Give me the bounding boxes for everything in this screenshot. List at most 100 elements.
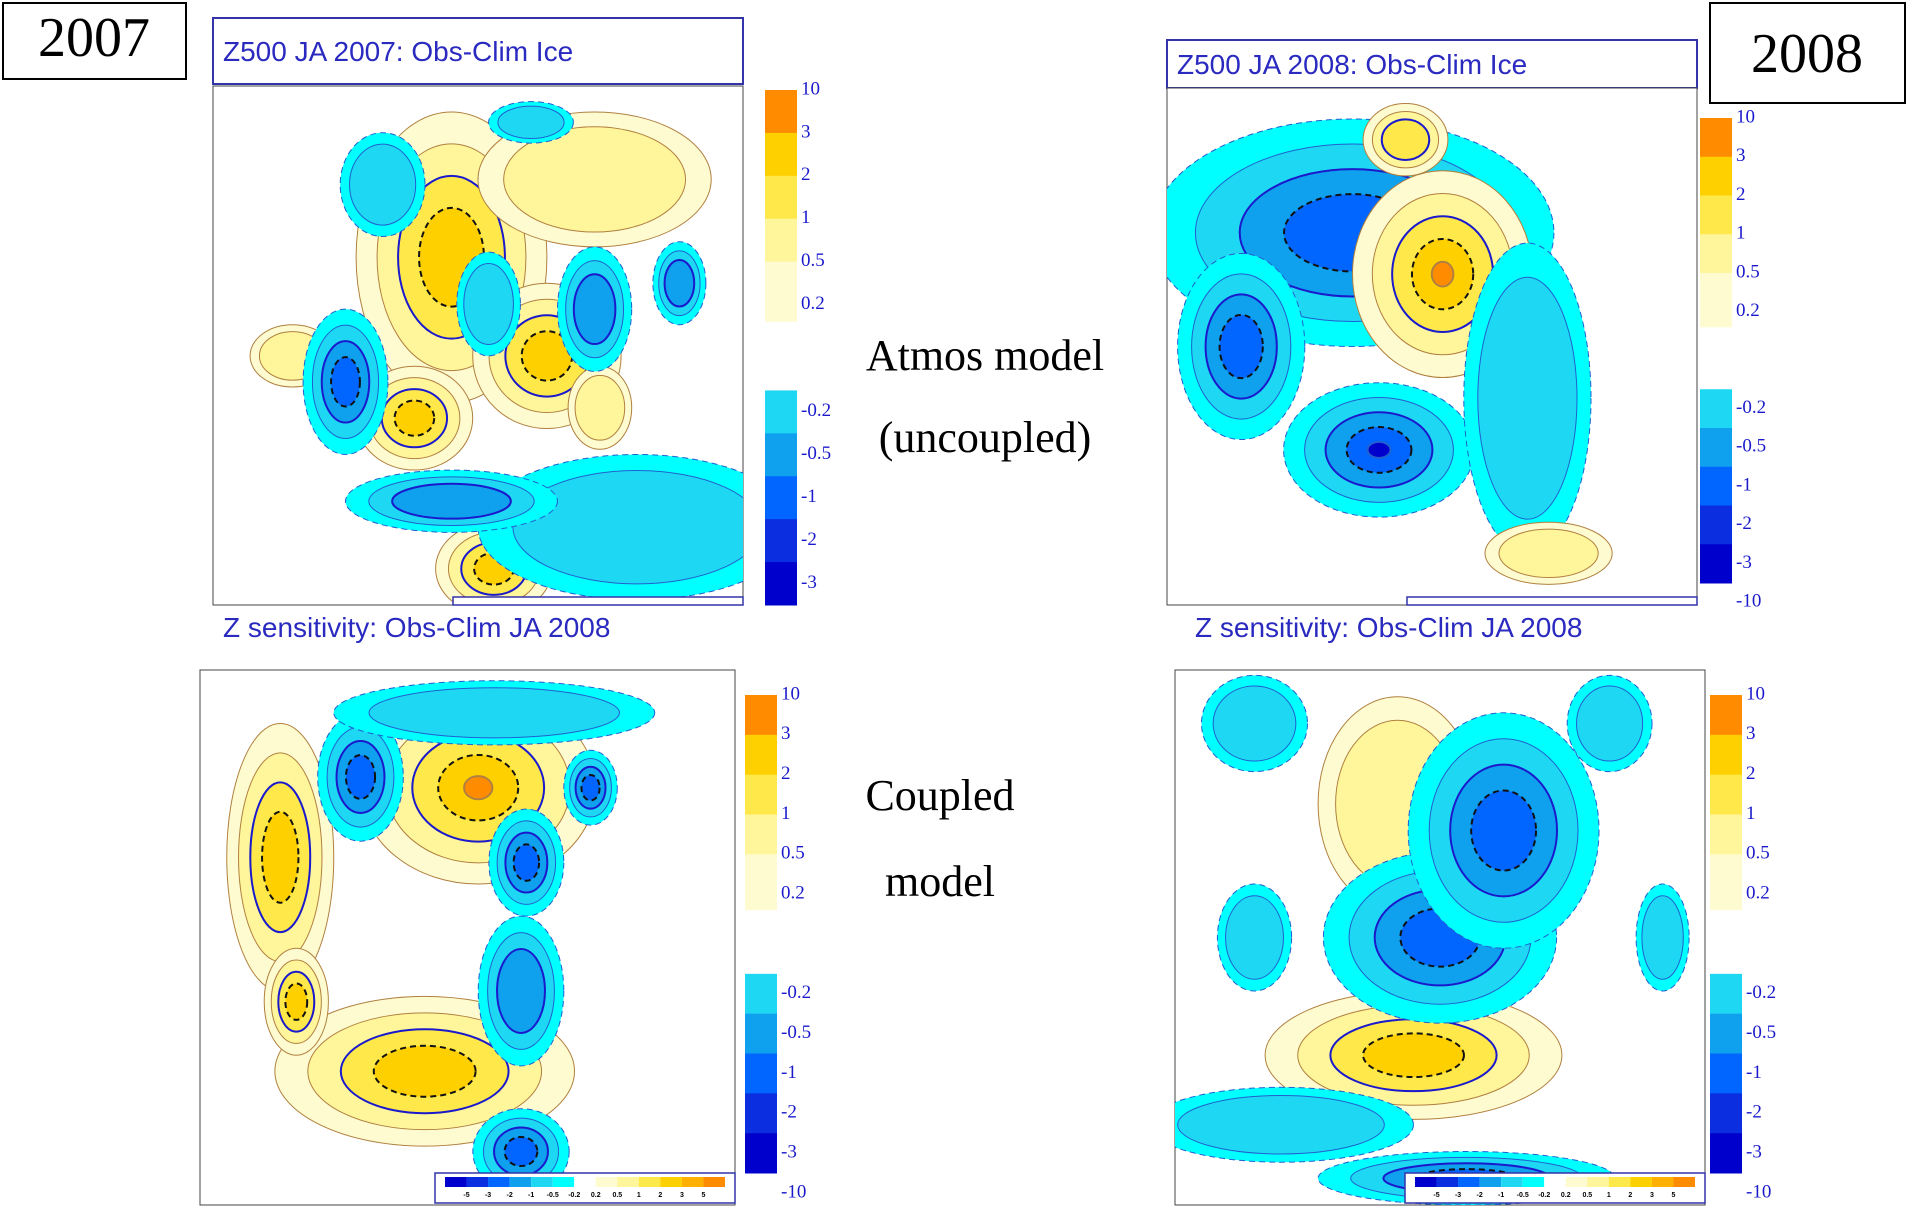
legend-swatch xyxy=(1437,1177,1459,1187)
legend-swatch xyxy=(1458,1177,1480,1187)
colorbar-label: 10 xyxy=(1746,683,1765,704)
colorbar-block xyxy=(765,433,797,476)
negative-anomaly xyxy=(369,688,619,738)
legend-swatch xyxy=(1652,1177,1674,1187)
panel-title: Z500 JA 2008: Obs-Clim Ice xyxy=(1177,49,1527,80)
colorbar-label: -0.2 xyxy=(801,400,831,421)
legend-label: -0.5 xyxy=(547,1192,559,1199)
colorbar-label: 1 xyxy=(801,207,811,228)
negative-anomaly xyxy=(581,775,599,800)
negative-anomaly xyxy=(1478,277,1577,519)
panel: Z sensitivity: Obs-Clim JA 2008103210.50… xyxy=(200,612,811,1205)
negative-anomaly xyxy=(1642,896,1683,979)
colorbar-block xyxy=(765,133,797,176)
colorbar-block xyxy=(1710,735,1742,775)
positive-anomaly xyxy=(1363,1033,1464,1077)
negative-anomaly xyxy=(331,357,360,406)
colorbar-label: 10 xyxy=(801,78,820,99)
colorbar-label: -2 xyxy=(801,529,817,550)
colorbar-block xyxy=(1710,1014,1742,1054)
colorbar-label: 0.5 xyxy=(1736,261,1760,282)
colorbar-block xyxy=(765,390,797,433)
legend-label: 3 xyxy=(680,1192,684,1199)
colorbar-block xyxy=(1700,506,1732,545)
legend-swatch xyxy=(1523,1177,1545,1187)
negative-anomaly xyxy=(665,260,695,307)
legend-label: -5 xyxy=(1433,1192,1439,1199)
colorbar-block xyxy=(1700,196,1732,235)
legend-swatch xyxy=(1544,1177,1566,1187)
legend-swatch xyxy=(617,1177,639,1187)
colorbar-block xyxy=(745,775,777,815)
colorbar-label: 10 xyxy=(1736,106,1755,127)
colorbar-label: 0.2 xyxy=(1746,883,1770,904)
legend-label: 5 xyxy=(702,1192,706,1199)
positive-anomaly xyxy=(285,984,307,1020)
colorbar-label: 0.5 xyxy=(1746,843,1770,864)
row-label: Coupled xyxy=(865,771,1014,820)
legend-box xyxy=(1407,597,1697,605)
negative-anomaly xyxy=(1213,686,1296,761)
colorbar-label: 1 xyxy=(1746,803,1756,824)
legend-swatch xyxy=(531,1177,553,1187)
panel-title: Z sensitivity: Obs-Clim JA 2008 xyxy=(223,612,610,643)
colorbar-block xyxy=(1700,312,1732,328)
legend-label: 0.2 xyxy=(1561,1192,1571,1199)
legend-label: -0.2 xyxy=(568,1192,580,1199)
colorbar-label: 0.5 xyxy=(801,250,825,271)
year-label: 2007 xyxy=(38,7,150,69)
colorbar-label: -0.5 xyxy=(1736,436,1766,457)
panel: Z sensitivity: Obs-Clim JA 2008103210.50… xyxy=(1149,612,1777,1205)
colorbar-label: 3 xyxy=(1736,145,1746,166)
legend-label: -5 xyxy=(463,1192,469,1199)
legend-label: 0.2 xyxy=(591,1192,601,1199)
panel: Z500 JA 2008: Obs-Clim Ice103210.50.2-0.… xyxy=(1151,40,1766,612)
colorbar-label: -0.5 xyxy=(801,443,831,464)
legend-swatch xyxy=(1480,1177,1502,1187)
legend-label: -3 xyxy=(1455,1192,1461,1199)
legend-swatch xyxy=(1415,1177,1437,1187)
colorbar-label: 1 xyxy=(1736,223,1746,244)
year-label: 2008 xyxy=(1751,23,1863,85)
legend-label: 0.5 xyxy=(612,1192,622,1199)
colorbar-label: -0.2 xyxy=(1746,982,1776,1003)
negative-anomaly xyxy=(1471,790,1536,870)
colorbar-block xyxy=(1710,854,1742,894)
negative-anomaly xyxy=(505,1137,538,1166)
colorbar-block xyxy=(765,90,797,133)
colorbar-label: 3 xyxy=(801,121,811,142)
colorbar-block xyxy=(765,305,797,322)
colorbar-block xyxy=(765,262,797,305)
legend-label: 1 xyxy=(1607,1192,1611,1199)
colorbar-label: -1 xyxy=(781,1062,797,1083)
negative-anomaly xyxy=(497,949,545,1033)
positive-anomaly xyxy=(1499,529,1598,577)
legend-swatch xyxy=(1566,1177,1588,1187)
positive-anomaly xyxy=(575,375,625,440)
negative-anomaly xyxy=(513,470,761,583)
legend-label: 3 xyxy=(1650,1192,1654,1199)
colorbar-block xyxy=(1700,544,1732,583)
negative-anomaly xyxy=(464,263,514,344)
colorbar-block xyxy=(1700,157,1732,196)
colorbar-label: -2 xyxy=(781,1102,797,1123)
colorbar-block xyxy=(765,562,797,605)
legend-label: 5 xyxy=(1672,1192,1676,1199)
colorbar-label: -10 xyxy=(781,1181,806,1202)
colorbar-block xyxy=(1710,815,1742,855)
colorbar-label: -0.5 xyxy=(781,1022,811,1043)
colorbar-label: -0.2 xyxy=(781,982,811,1003)
colorbar-block xyxy=(765,476,797,519)
legend-swatch xyxy=(682,1177,704,1187)
row-label: (uncoupled) xyxy=(879,413,1092,462)
legend-swatch xyxy=(596,1177,618,1187)
negative-anomaly xyxy=(574,274,616,344)
legend-label: 0.5 xyxy=(1582,1192,1592,1199)
panel-title: Z sensitivity: Obs-Clim JA 2008 xyxy=(1195,612,1582,643)
legend-label: 2 xyxy=(658,1192,662,1199)
negative-anomaly xyxy=(1577,686,1643,761)
colorbar-label: 3 xyxy=(781,723,791,744)
colorbar-label: 0.5 xyxy=(781,843,805,864)
colorbar-label: 0.2 xyxy=(781,883,805,904)
legend-swatch xyxy=(510,1177,532,1187)
